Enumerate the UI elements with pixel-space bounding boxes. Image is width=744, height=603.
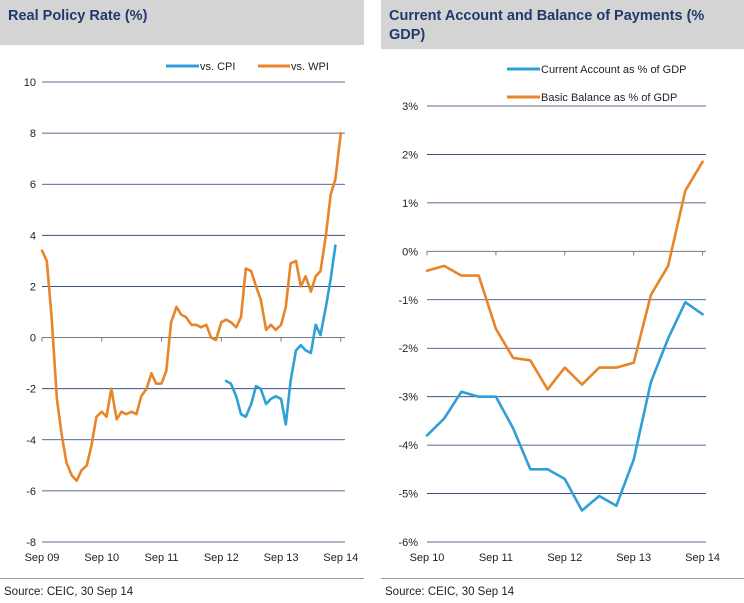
x-tick-label: Sep 12 bbox=[204, 552, 239, 564]
y-tick-label: 6 bbox=[30, 179, 36, 191]
x-tick-label: Sep 13 bbox=[616, 552, 651, 564]
y-tick-label: -1% bbox=[398, 295, 418, 307]
chart-title: Current Account and Balance of Payments … bbox=[381, 0, 744, 49]
x-tick-label: Sep 11 bbox=[144, 552, 178, 564]
legend-label: Basic Balance as % of GDP bbox=[541, 92, 677, 104]
series-line-basic-balance-as-of-gdp bbox=[425, 160, 704, 391]
y-tick-label: 2% bbox=[402, 149, 418, 161]
x-tick-label: Sep 09 bbox=[25, 552, 60, 564]
legend-label: Current Account as % of GDP bbox=[541, 64, 687, 76]
y-tick-label: -6 bbox=[26, 486, 36, 498]
y-tick-label: -6% bbox=[398, 537, 418, 549]
y-tick-label: 8 bbox=[30, 128, 36, 140]
x-tick-label: Sep 10 bbox=[410, 552, 445, 564]
y-tick-label: -3% bbox=[398, 392, 418, 404]
y-tick-label: 0% bbox=[402, 246, 418, 258]
y-tick-label: -5% bbox=[398, 489, 418, 501]
y-tick-label: 2 bbox=[30, 281, 36, 293]
source-note: Source: CEIC, 30 Sep 14 bbox=[4, 586, 134, 598]
x-tick-label: Sep 12 bbox=[547, 552, 582, 564]
bottom-divider bbox=[381, 578, 744, 579]
chart-title: Real Policy Rate (%) bbox=[0, 0, 364, 45]
y-tick-label: -4% bbox=[398, 440, 418, 452]
y-tick-label: -8 bbox=[26, 537, 36, 549]
x-tick-label: Sep 14 bbox=[685, 552, 720, 564]
legend-label: vs. CPI bbox=[200, 61, 235, 73]
real-policy-rate-chart: -8 -6 -4 -2 0 2 4 6 8 10 Sep 09 Sep 10 Sep 11 Sep 12 S… bbox=[24, 61, 359, 564]
source-note: Source: CEIC, 30 Sep 14 bbox=[385, 586, 515, 598]
legend-label: vs. WPI bbox=[291, 61, 329, 73]
y-tick-label: 0 bbox=[30, 333, 36, 345]
series-line-current-account-as-of-gdp bbox=[425, 300, 704, 512]
y-tick-label: -2% bbox=[398, 343, 418, 355]
y-tick-label: 10 bbox=[24, 77, 36, 89]
y-tick-label: -2 bbox=[26, 384, 36, 396]
x-tick-label: Sep 10 bbox=[84, 552, 119, 564]
series-line-vs-wpi bbox=[40, 131, 343, 483]
y-tick-label: 4 bbox=[30, 230, 36, 242]
current-account-chart: -6% -5% -4% -3% -2% -1% 0% 1% 2% 3% Sep 10 Sep 11 Se… bbox=[398, 64, 720, 564]
y-tick-label: 1% bbox=[402, 198, 418, 210]
y-tick-label: -4 bbox=[26, 435, 36, 447]
y-tick-label: 3% bbox=[402, 101, 418, 113]
x-tick-label: Sep 11 bbox=[479, 552, 513, 564]
x-tick-label: Sep 14 bbox=[323, 552, 358, 564]
x-tick-label: Sep 13 bbox=[264, 552, 299, 564]
series-line-vs-cpi bbox=[224, 244, 337, 426]
bottom-divider bbox=[0, 578, 364, 579]
